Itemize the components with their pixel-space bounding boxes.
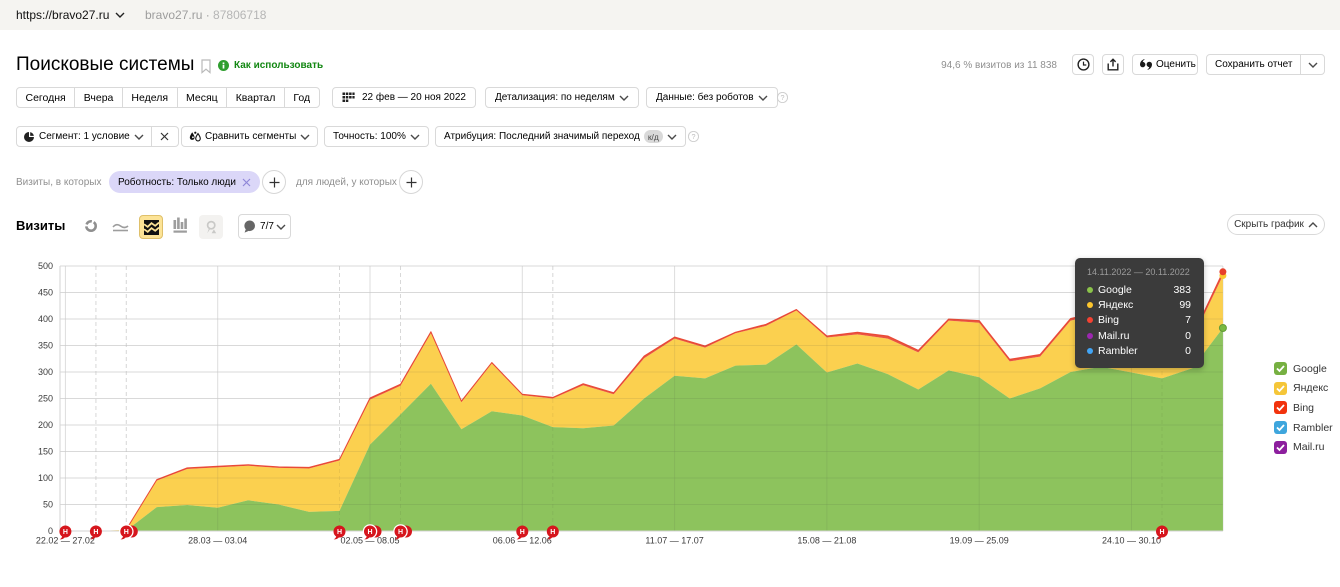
svg-text:200: 200	[38, 420, 53, 430]
svg-text:15.08 — 21.08: 15.08 — 21.08	[797, 536, 856, 546]
svg-text:400: 400	[38, 314, 53, 324]
svg-text:H: H	[63, 529, 68, 536]
svg-text:350: 350	[38, 341, 53, 351]
svg-text:450: 450	[38, 288, 53, 298]
svg-text:24.10 — 30.10: 24.10 — 30.10	[1102, 536, 1161, 546]
svg-text:H: H	[367, 529, 372, 536]
svg-text:H: H	[398, 529, 403, 536]
svg-text:H: H	[93, 529, 98, 536]
svg-text:11.07 — 17.07: 11.07 — 17.07	[645, 536, 703, 546]
svg-text:H: H	[520, 529, 525, 536]
svg-text:?: ?	[692, 132, 696, 141]
svg-text:500: 500	[38, 261, 53, 271]
svg-text:250: 250	[38, 394, 53, 404]
svg-text:50: 50	[43, 500, 53, 510]
svg-text:H: H	[124, 529, 129, 536]
svg-text:06.06 — 12.06: 06.06 — 12.06	[493, 536, 552, 546]
svg-text:H: H	[337, 529, 342, 536]
svg-text:150: 150	[38, 447, 53, 457]
svg-text:?: ?	[781, 93, 785, 102]
svg-text:0: 0	[48, 526, 53, 536]
svg-text:28.03 — 03.04: 28.03 — 03.04	[188, 536, 247, 546]
svg-text:22.02 — 27.02: 22.02 — 27.02	[36, 536, 95, 546]
svg-text:H: H	[1159, 529, 1164, 536]
svg-text:H: H	[550, 529, 555, 536]
svg-text:19.09 — 25.09: 19.09 — 25.09	[950, 536, 1009, 546]
svg-text:100: 100	[38, 473, 53, 483]
svg-text:02.05 — 08.05: 02.05 — 08.05	[340, 536, 399, 546]
svg-text:300: 300	[38, 367, 53, 377]
